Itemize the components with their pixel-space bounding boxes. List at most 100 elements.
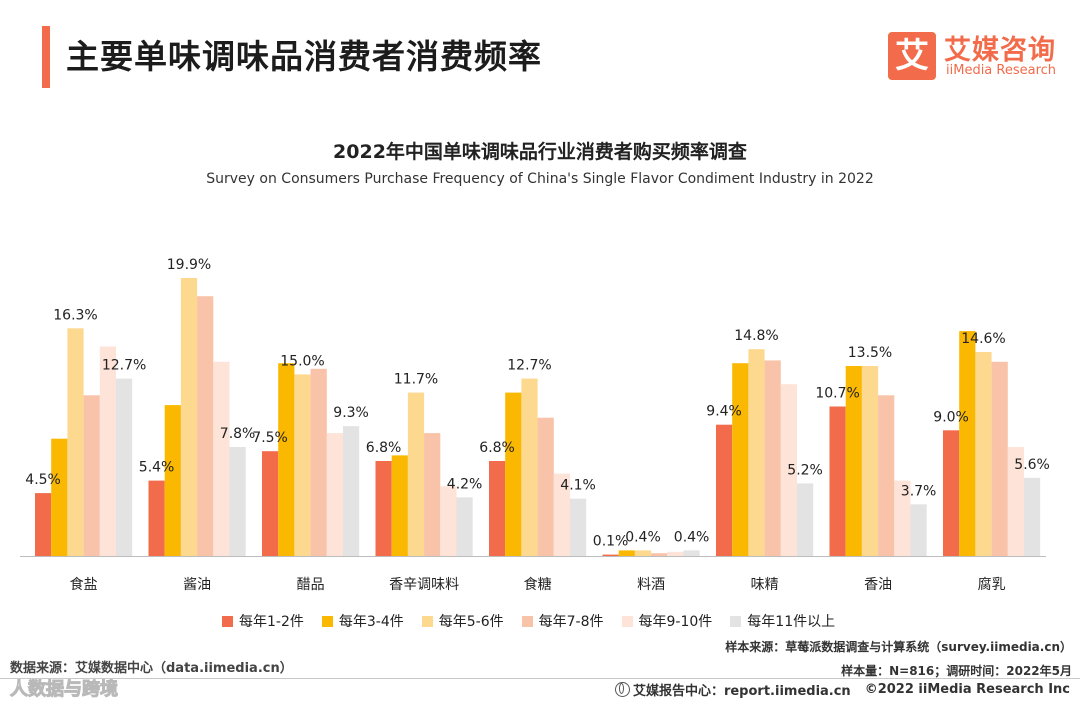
data-label: 6.8% bbox=[479, 440, 515, 456]
bar-6-3 bbox=[764, 360, 781, 556]
data-label: 0.1% bbox=[593, 534, 629, 550]
bar-0-2 bbox=[67, 328, 84, 556]
logo-english-name: iiMedia Research bbox=[946, 63, 1057, 78]
bar-0-4 bbox=[99, 346, 116, 556]
bar-3-5 bbox=[456, 497, 473, 556]
bar-5-1 bbox=[618, 550, 635, 556]
globe-icon bbox=[614, 682, 630, 697]
bar-3-2 bbox=[407, 392, 425, 556]
bar-6-2 bbox=[748, 349, 765, 556]
bar-4-1 bbox=[505, 392, 522, 556]
bar-4-4 bbox=[553, 473, 570, 556]
bar-7-1 bbox=[845, 366, 862, 556]
bar-8-5 bbox=[1024, 477, 1041, 556]
bar-8-3 bbox=[991, 361, 1008, 556]
legend-swatch bbox=[321, 615, 333, 627]
legend-label: 每年11件以上 bbox=[747, 614, 836, 630]
bar-8-4 bbox=[1007, 447, 1024, 556]
legend-item-1: 每年3-4件 bbox=[321, 611, 404, 631]
data-label: 4.5% bbox=[25, 472, 61, 488]
title-accent-bar bbox=[42, 26, 50, 88]
data-label: 5.2% bbox=[787, 462, 823, 478]
legend-swatch bbox=[621, 615, 633, 627]
bar-1-2 bbox=[180, 278, 198, 556]
bar-0-1 bbox=[51, 438, 68, 556]
bar-7-0 bbox=[829, 406, 846, 556]
legend-item-3: 每年7-8件 bbox=[521, 611, 604, 631]
bar-2-3 bbox=[310, 368, 327, 556]
bar-0-5 bbox=[116, 378, 133, 556]
bar-2-5 bbox=[343, 426, 360, 556]
bar-6-5 bbox=[797, 483, 814, 556]
bar-5-3 bbox=[651, 553, 668, 556]
legend-item-4: 每年9-10件 bbox=[621, 611, 713, 631]
bar-2-2 bbox=[294, 374, 311, 556]
chart-title: 2022年中国单味调味品行业消费者购买频率调查 bbox=[333, 141, 747, 163]
bar-3-0 bbox=[375, 461, 392, 556]
bar-3-3 bbox=[424, 433, 441, 556]
bar-1-1 bbox=[164, 405, 181, 556]
legend-swatch bbox=[730, 615, 742, 627]
bar-1-3 bbox=[197, 296, 214, 556]
bar-2-1 bbox=[278, 363, 295, 556]
bar-2-4 bbox=[326, 433, 343, 556]
bar-8-0 bbox=[943, 430, 960, 556]
data-label: 9.0% bbox=[933, 409, 969, 425]
data-label: 5.6% bbox=[1014, 457, 1050, 473]
bar-5-2 bbox=[634, 550, 652, 556]
bar-7-3 bbox=[878, 395, 895, 556]
bar-3-4 bbox=[440, 486, 457, 556]
bar-8-2 bbox=[975, 352, 992, 556]
bar-5-4 bbox=[667, 551, 684, 556]
bar-4-3 bbox=[537, 417, 554, 556]
bar-5-0 bbox=[602, 554, 619, 556]
data-label: 12.7% bbox=[102, 358, 146, 374]
x-tick-label: 食盐 bbox=[70, 576, 98, 593]
data-source-note: 数据来源：艾媒数据中心（data.iimedia.cn） bbox=[10, 661, 293, 676]
bar-1-4 bbox=[213, 361, 230, 556]
data-label: 5.4% bbox=[139, 460, 175, 476]
bar-8-1 bbox=[959, 331, 976, 556]
data-label: 9.4% bbox=[706, 404, 742, 420]
legend-item-5: 每年11件以上 bbox=[730, 611, 835, 631]
data-label: 14.6% bbox=[961, 331, 1005, 347]
data-label: 0.4% bbox=[625, 529, 661, 545]
chart-legend: 每年1-2件 每年3-4件 每年5-6件 每年7-8件 每年9-10件 每年11件以上 bbox=[222, 611, 835, 631]
x-tick-label: 香油 bbox=[864, 577, 892, 593]
data-label: 9.3% bbox=[333, 405, 369, 421]
data-label: 16.3% bbox=[53, 307, 97, 323]
footer: 艾媒报告中心：report.iimedia.cn ©2022 iiMedia R… bbox=[614, 680, 1070, 699]
report-center: 艾媒报告中心：report.iimedia.cn bbox=[614, 680, 851, 699]
x-tick-label: 料酒 bbox=[637, 577, 665, 593]
x-tick-label: 食糖 bbox=[524, 576, 552, 593]
legend-label: 每年3-4件 bbox=[338, 614, 404, 630]
data-label: 4.1% bbox=[560, 478, 596, 494]
bar-6-4 bbox=[780, 384, 797, 556]
chart-subtitle: Survey on Consumers Purchase Frequency o… bbox=[206, 171, 874, 187]
report-center-text: 艾媒报告中心：report.iimedia.cn bbox=[632, 684, 851, 699]
data-label: 7.5% bbox=[252, 430, 288, 446]
bar-4-0 bbox=[489, 461, 506, 556]
sample-source-note: 样本来源：草莓派数据调查与计算系统（survey.iimedia.cn） bbox=[725, 640, 1072, 654]
data-label: 12.7% bbox=[507, 358, 551, 374]
bar-0-0 bbox=[35, 493, 52, 556]
legend-item-2: 每年5-6件 bbox=[421, 611, 504, 631]
data-label: 15.0% bbox=[280, 353, 324, 369]
data-label: 6.8% bbox=[366, 440, 402, 456]
legend-label: 每年5-6件 bbox=[438, 614, 504, 630]
legend-swatch bbox=[421, 615, 433, 627]
sample-size-note: 样本量：N=816；调研时间：2022年5月 bbox=[841, 664, 1072, 678]
legend-swatch bbox=[222, 615, 233, 627]
data-label: 4.2% bbox=[447, 476, 483, 492]
footer-divider bbox=[0, 678, 1080, 679]
legend-item-0: 每年1-2件 bbox=[222, 611, 304, 631]
legend-label: 每年9-10件 bbox=[638, 614, 713, 630]
bar-1-5 bbox=[229, 447, 246, 556]
bar-2-0 bbox=[262, 451, 279, 556]
bar-7-4 bbox=[894, 480, 911, 556]
bar-4-2 bbox=[521, 378, 538, 556]
copyright: ©2022 iiMedia Research Inc bbox=[864, 682, 1070, 697]
data-label: 0.4% bbox=[674, 529, 710, 545]
data-label: 13.5% bbox=[848, 345, 892, 361]
